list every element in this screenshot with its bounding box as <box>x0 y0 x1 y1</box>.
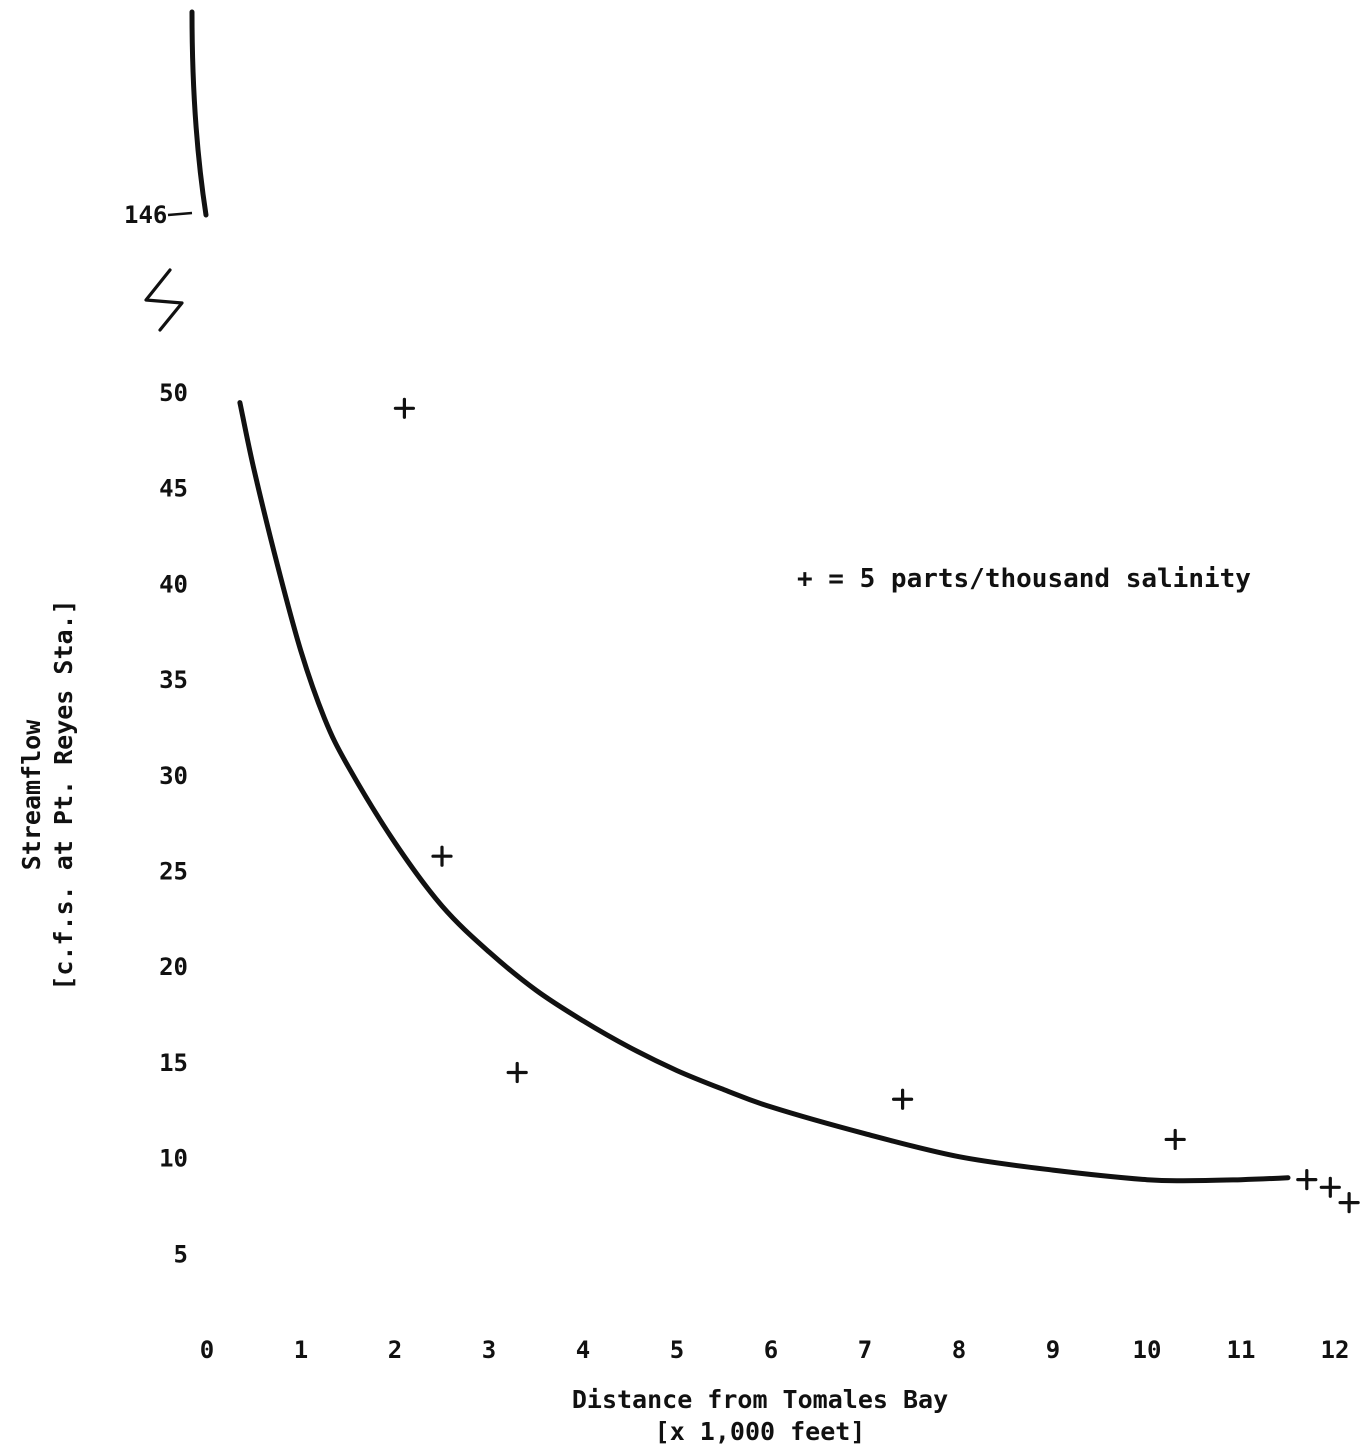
x-axis-title-line1: Distance from Tomales Bay <box>572 1385 948 1414</box>
y-tick-label: 25 <box>159 858 188 886</box>
x-tick-label: 1 <box>294 1336 308 1364</box>
x-tick-label: 7 <box>858 1336 872 1364</box>
legend-text: + = 5 parts/thousand salinity <box>797 564 1251 594</box>
salinity-points <box>393 397 1360 1214</box>
y-tick-label: 5 <box>174 1240 188 1268</box>
data-point <box>1296 1169 1318 1191</box>
x-tick-label: 6 <box>764 1336 778 1364</box>
x-tick-label: 10 <box>1133 1336 1162 1364</box>
x-axis-title-line2: [x 1,000 feet] <box>655 1417 866 1446</box>
data-point <box>1338 1192 1360 1214</box>
x-tick-label: 4 <box>576 1336 590 1364</box>
data-point <box>891 1088 914 1110</box>
x-tick-label: 8 <box>952 1336 966 1364</box>
y-axis-title-line2: [c.f.s. at Pt. Reyes Sta.] <box>49 599 78 990</box>
data-point <box>431 845 453 867</box>
x-tick-labels: 0 1 2 3 4 5 6 7 8 9 10 11 12 <box>200 1336 1350 1364</box>
y-tick-label: 20 <box>159 953 188 981</box>
y-tick-label: 35 <box>159 666 188 694</box>
data-point <box>393 397 415 419</box>
y-tick-label: 10 <box>159 1145 188 1173</box>
y-break-tick-mark <box>167 211 193 217</box>
x-tick-label: 0 <box>200 1336 214 1364</box>
x-tick-label: 9 <box>1046 1336 1060 1364</box>
data-point <box>1164 1128 1186 1151</box>
x-tick-label: 2 <box>388 1336 402 1364</box>
y-tick-label: 45 <box>159 475 188 503</box>
y-tick-label: 50 <box>159 379 188 407</box>
data-point <box>506 1061 528 1084</box>
x-tick-label: 12 <box>1321 1336 1350 1364</box>
y-tick-label: 40 <box>159 570 188 598</box>
y-tick-labels: 5 10 15 20 25 30 35 40 45 50 <box>159 379 188 1268</box>
data-point <box>1319 1176 1341 1198</box>
x-tick-label: 3 <box>482 1336 496 1364</box>
upper-break-segment <box>189 9 209 218</box>
x-tick-label: 11 <box>1227 1336 1256 1364</box>
y-tick-label: 15 <box>159 1049 188 1077</box>
fitted-curve <box>237 400 1291 1184</box>
axis-break-symbol <box>144 268 184 332</box>
y-axis-title-line1: Streamflow <box>17 719 46 870</box>
y-tick-label: 30 <box>159 762 188 790</box>
x-tick-label: 5 <box>670 1336 684 1364</box>
y-break-tick-label: 146 <box>124 201 167 229</box>
